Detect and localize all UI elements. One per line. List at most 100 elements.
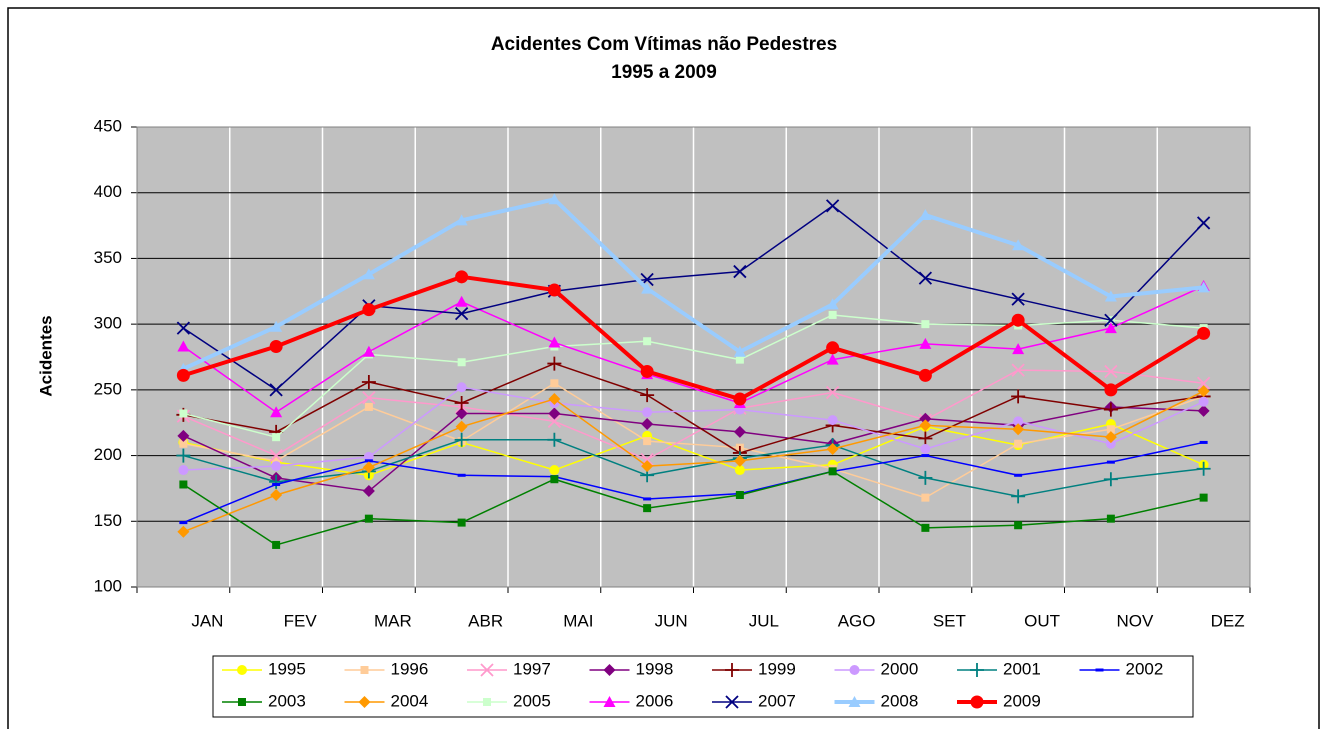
- marker: [733, 425, 746, 438]
- x-tick-label: JUL: [749, 611, 779, 630]
- marker: [1011, 313, 1025, 327]
- marker: [457, 518, 466, 527]
- x-tick-label: SET: [933, 611, 966, 630]
- legend-marker: [238, 698, 246, 706]
- marker: [269, 339, 283, 353]
- x-tick-label: NOV: [1116, 611, 1154, 630]
- marker: [177, 340, 190, 352]
- marker: [1104, 383, 1118, 397]
- marker: [642, 407, 653, 418]
- marker: [549, 465, 560, 476]
- legend-label: 2004: [391, 691, 429, 710]
- series-line: [183, 369, 1204, 461]
- x-tick-label: ABR: [468, 611, 503, 630]
- chart-subtitle: 1995 a 2009: [611, 62, 717, 83]
- series-line: [183, 386, 1204, 471]
- marker: [272, 482, 281, 486]
- marker: [272, 456, 281, 465]
- legend-label: 2002: [1126, 659, 1164, 678]
- marker: [270, 406, 283, 418]
- marker: [643, 337, 652, 346]
- marker: [1199, 440, 1208, 444]
- legend-marker: [970, 695, 984, 709]
- marker: [643, 437, 652, 446]
- marker: [918, 470, 933, 485]
- series-line: [183, 441, 1204, 524]
- y-tick-label: 350: [94, 248, 122, 267]
- legend-label: 1996: [391, 659, 429, 678]
- marker: [1011, 292, 1025, 306]
- legend-label: 2007: [758, 691, 796, 710]
- marker: [455, 407, 468, 420]
- legend-marker: [360, 666, 369, 674]
- marker: [179, 409, 188, 418]
- marker: [825, 199, 840, 213]
- marker: [825, 385, 840, 400]
- chart-title: Acidentes Com Vítimas não Pedestres: [491, 34, 837, 55]
- marker: [176, 321, 191, 335]
- marker: [176, 368, 190, 382]
- marker: [177, 525, 190, 538]
- marker: [548, 336, 561, 348]
- marker: [456, 382, 467, 393]
- marker: [269, 448, 283, 463]
- marker: [1106, 460, 1115, 464]
- series-line: [183, 314, 1204, 438]
- x-tick-label: MAR: [374, 611, 412, 630]
- marker: [362, 391, 376, 405]
- legend-label: 2003: [268, 691, 306, 710]
- legend-label: 1999: [758, 659, 796, 678]
- marker: [272, 433, 281, 442]
- marker: [641, 460, 654, 473]
- legend-marker: [725, 663, 739, 677]
- marker: [1198, 396, 1209, 407]
- marker: [828, 310, 837, 319]
- legend: [212, 655, 1194, 718]
- series-line: [183, 406, 1204, 492]
- marker: [1011, 389, 1026, 404]
- marker: [826, 341, 840, 355]
- marker: [455, 420, 468, 433]
- marker: [272, 540, 281, 549]
- marker: [361, 374, 376, 389]
- y-tick-label: 400: [94, 182, 122, 201]
- y-tick-label: 100: [94, 576, 122, 595]
- legend-label: 2005: [513, 691, 551, 710]
- marker: [921, 320, 930, 329]
- marker: [918, 271, 933, 285]
- legend-marker: [970, 663, 984, 677]
- marker: [921, 454, 930, 458]
- x-tick-label: JUN: [655, 611, 688, 630]
- marker: [826, 298, 839, 310]
- marker: [1197, 385, 1210, 398]
- marker: [1196, 376, 1211, 390]
- marker: [641, 282, 654, 294]
- series-line: [182, 197, 1204, 371]
- marker: [457, 358, 466, 367]
- marker: [550, 475, 559, 484]
- marker: [1196, 216, 1211, 230]
- marker: [921, 523, 930, 532]
- x-tick-label: AGO: [838, 611, 876, 630]
- series-line: [183, 362, 1204, 454]
- marker: [1012, 239, 1025, 251]
- marker: [454, 306, 469, 321]
- marker: [733, 392, 747, 406]
- x-tick-label: MAI: [563, 611, 593, 630]
- marker: [362, 268, 375, 280]
- marker: [733, 345, 746, 357]
- marker: [1104, 364, 1118, 379]
- series-line: [182, 470, 1204, 546]
- marker: [827, 415, 838, 426]
- plot-border: [136, 126, 1251, 588]
- marker: [548, 407, 561, 420]
- legend-label: 2001: [1003, 659, 1041, 678]
- x-tick-label: JAN: [191, 611, 223, 630]
- marker: [1106, 514, 1115, 523]
- marker: [178, 465, 189, 476]
- marker: [454, 396, 469, 410]
- legend-marker: [849, 665, 860, 675]
- marker: [271, 461, 282, 472]
- marker: [1196, 461, 1211, 476]
- marker: [269, 383, 283, 397]
